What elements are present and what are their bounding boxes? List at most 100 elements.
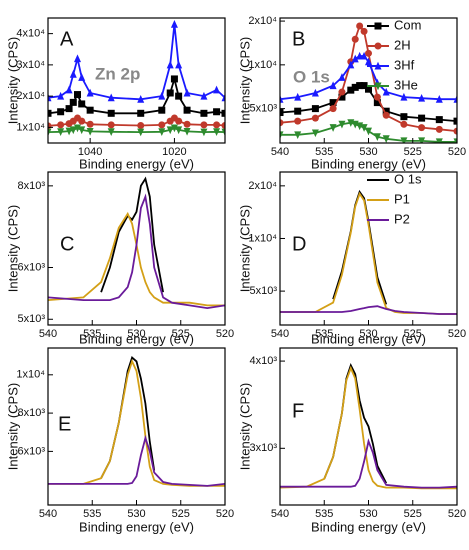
y-tick-label: 2x10⁴ — [248, 15, 277, 27]
marker — [435, 138, 443, 143]
series-line — [280, 305, 457, 315]
marker — [183, 127, 191, 136]
marker — [158, 121, 166, 129]
legend-label: Com — [394, 17, 421, 32]
marker — [294, 107, 302, 115]
marker — [382, 107, 390, 115]
y-tick-label: 1x10⁴ — [16, 369, 45, 381]
marker — [400, 120, 408, 128]
x-tick-label: 525 — [172, 508, 190, 520]
marker — [166, 89, 174, 97]
y-axis-label: Intensity (CPS) — [5, 205, 20, 292]
marker — [107, 128, 115, 136]
y-axis-label: Intensity (CPS) — [5, 37, 20, 124]
marker — [356, 51, 364, 60]
marker — [338, 88, 346, 96]
marker — [365, 49, 372, 57]
marker — [213, 108, 221, 116]
marker — [453, 117, 457, 125]
marker — [221, 93, 225, 102]
marker — [418, 114, 426, 122]
x-tick-label: 1040 — [78, 146, 102, 158]
marker — [158, 91, 166, 100]
marker — [137, 122, 145, 129]
x-tick-label: 540 — [271, 146, 289, 158]
marker — [175, 92, 183, 100]
marker — [453, 95, 457, 103]
marker — [453, 138, 457, 143]
legend-label: O 1s — [394, 171, 422, 186]
marker — [280, 119, 284, 127]
marker — [78, 73, 86, 81]
marker — [356, 82, 364, 90]
marker — [170, 75, 178, 83]
series-line — [48, 358, 225, 487]
legend-label: 3He — [394, 77, 418, 92]
marker — [294, 117, 302, 125]
x-axis-label: Binding energy (eV) — [311, 156, 426, 171]
marker — [137, 95, 145, 103]
marker — [107, 93, 115, 102]
marker — [360, 51, 368, 60]
marker — [382, 87, 390, 96]
marker — [86, 106, 94, 114]
marker — [57, 128, 65, 136]
y-tick-label: 6x10³ — [17, 445, 45, 457]
annotation: Zn 2p — [95, 64, 140, 83]
marker — [221, 109, 225, 117]
marker — [373, 133, 381, 141]
x-tick-label: 525 — [404, 328, 422, 340]
marker — [280, 131, 284, 140]
x-axis-label: Binding energy (eV) — [311, 519, 426, 534]
marker — [78, 117, 86, 125]
x-axis-label: Binding energy (eV) — [79, 331, 194, 346]
x-tick-label: 535 — [315, 508, 333, 520]
marker — [280, 109, 284, 117]
x-tick-label: 530 — [127, 328, 145, 340]
y-tick-label: 5x10³ — [17, 313, 45, 325]
x-tick-label: 525 — [404, 146, 422, 158]
marker — [86, 127, 94, 136]
x-axis-label: Binding energy (eV) — [79, 156, 194, 171]
marker — [329, 81, 337, 90]
y-tick-label: 3x10³ — [249, 442, 277, 454]
marker — [373, 99, 381, 107]
legend-label: P2 — [394, 211, 410, 226]
y-tick-label: 6x10³ — [17, 261, 45, 273]
x-tick-label: 520 — [448, 146, 466, 158]
x-tick-label: 535 — [83, 508, 101, 520]
marker — [86, 88, 94, 97]
marker — [374, 42, 382, 50]
x-tick-label: 540 — [39, 508, 57, 520]
x-tick-label: 525 — [172, 328, 190, 340]
y-axis-label: Intensity (CPS) — [237, 383, 252, 470]
y-tick-label: 3x10⁴ — [16, 59, 45, 71]
marker — [365, 127, 372, 136]
x-tick-label: 540 — [271, 508, 289, 520]
marker — [294, 92, 302, 101]
marker — [200, 121, 208, 129]
plot-frame — [279, 171, 458, 326]
marker — [435, 116, 443, 124]
marker — [200, 91, 208, 100]
marker — [183, 120, 191, 128]
x-tick-label: 520 — [448, 508, 466, 520]
marker — [200, 109, 208, 117]
marker — [418, 93, 426, 102]
x-tick-label: 530 — [359, 146, 377, 158]
marker — [213, 85, 221, 94]
marker — [213, 121, 221, 129]
marker — [365, 57, 372, 66]
series-line — [280, 55, 457, 101]
marker — [347, 60, 355, 69]
marker — [400, 137, 408, 143]
x-axis-label: Binding energy (eV) — [79, 519, 194, 534]
marker — [373, 93, 381, 101]
series-line — [280, 191, 457, 315]
x-tick-label: 525 — [404, 508, 422, 520]
marker — [175, 60, 183, 69]
marker — [311, 88, 319, 97]
marker — [418, 124, 426, 132]
y-axis-label: Intensity (CPS) — [237, 37, 252, 124]
